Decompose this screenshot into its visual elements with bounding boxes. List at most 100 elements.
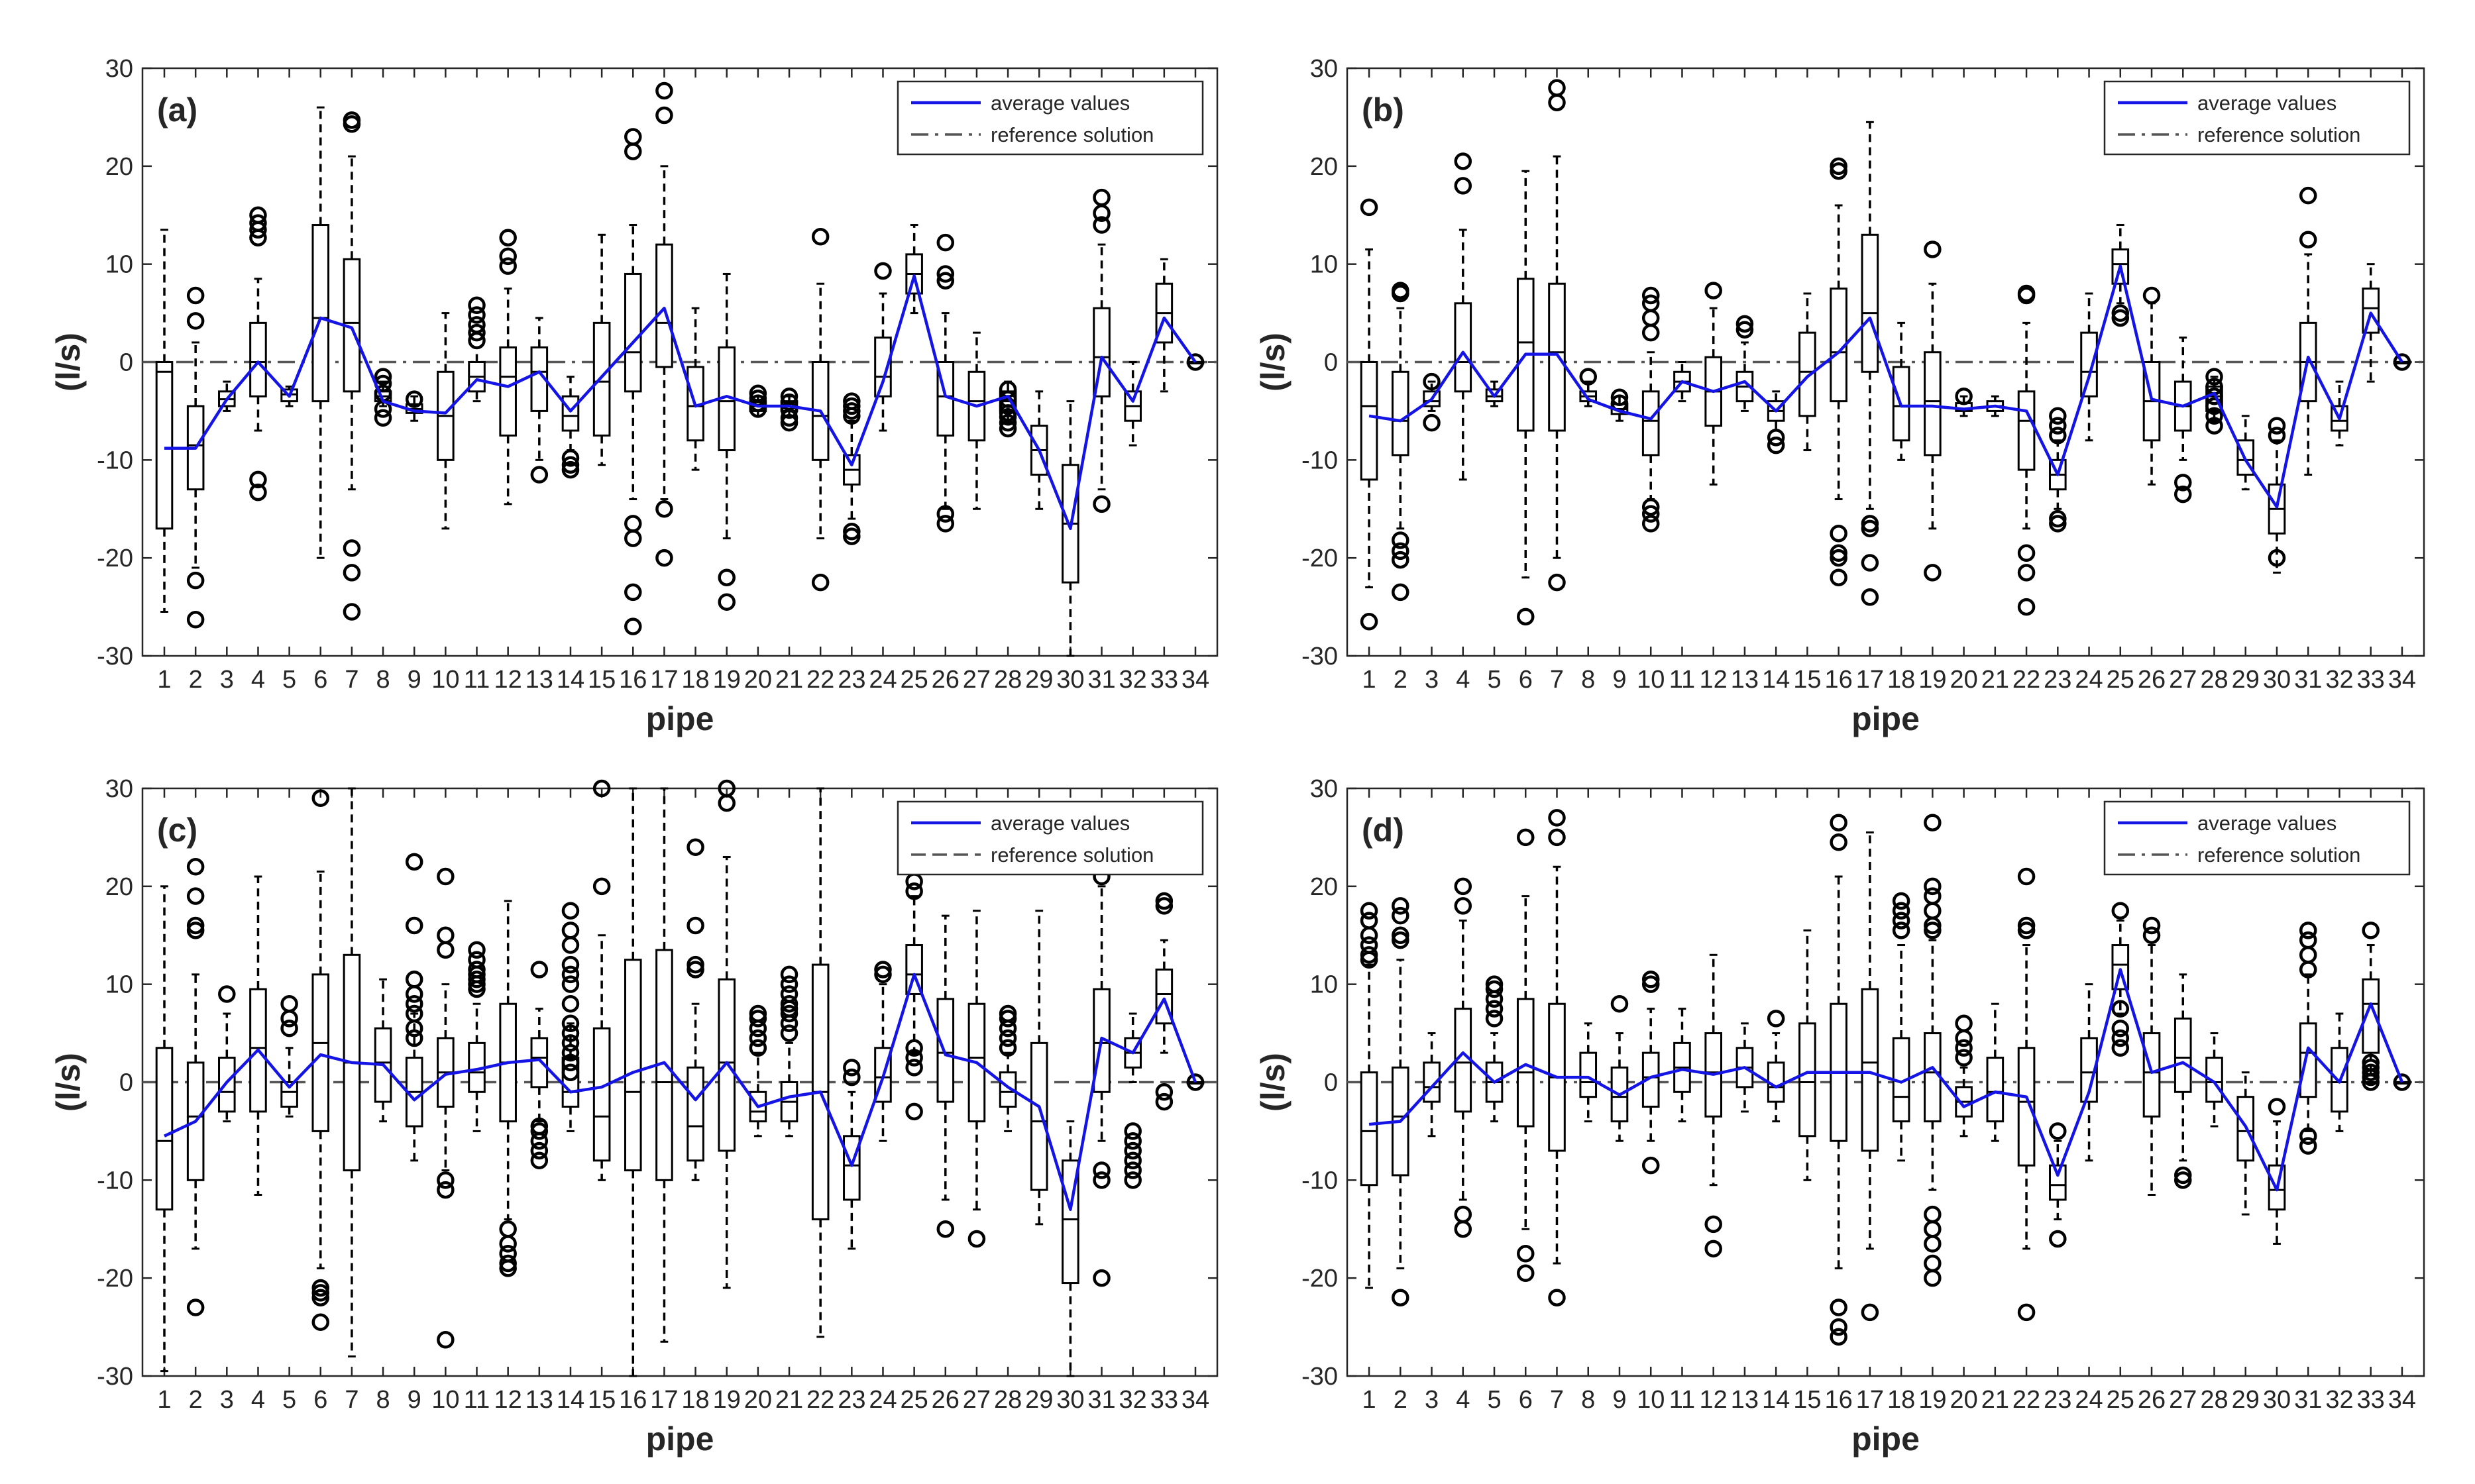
outlier-point (1454, 177, 1472, 195)
legend-entry: average values (2197, 91, 2337, 115)
x-tick-label: 33 (2357, 1386, 2385, 1414)
outlier-point (1641, 505, 1660, 523)
box (2205, 1057, 2223, 1103)
box-pipe-3 (1423, 1032, 1441, 1138)
x-tick-label: 31 (2294, 666, 2322, 694)
x-tick-label: 23 (838, 1386, 865, 1414)
outlier-point (530, 961, 549, 979)
x-tick-label: 20 (1950, 1386, 1977, 1414)
outlier-point (561, 975, 580, 993)
outlier-point (468, 961, 486, 979)
panel-label: (d) (1362, 812, 1404, 849)
box-pipe-9 (1610, 994, 1629, 1142)
x-tick-label: 28 (994, 666, 1022, 694)
legend-box (2103, 80, 2411, 156)
outlier-point (561, 1014, 580, 1033)
box-pipe-6 (1516, 828, 1535, 1283)
x-tick-label: 10 (431, 666, 459, 694)
outlier-point (2362, 1053, 2380, 1072)
x-tick-label: 14 (557, 1386, 584, 1414)
outlier-point (561, 1063, 580, 1081)
y-tick-label: -30 (97, 1363, 133, 1391)
x-tick-label: 1 (1362, 666, 1376, 694)
x-tick-label: 22 (806, 666, 834, 694)
outlier-point (655, 106, 673, 125)
box-pipe-26 (2142, 916, 2161, 1196)
average-values-line (1368, 264, 2403, 509)
outlier-point (1360, 198, 1378, 217)
x-tick-label: 33 (1150, 666, 1178, 694)
box (2362, 978, 2380, 1054)
x-tick-label: 20 (1950, 666, 1977, 694)
box-pipe-7 (1548, 79, 1566, 592)
x-tick-label: 28 (994, 1386, 1022, 1414)
x-tick-label: 28 (2200, 666, 2228, 694)
x-tick-label: 34 (2388, 666, 2416, 694)
box-pipe-4 (249, 206, 267, 502)
outlier-point (468, 323, 486, 342)
outlier-point (1924, 877, 1942, 896)
box-pipe-23 (843, 1059, 861, 1250)
outlier-point (468, 296, 486, 315)
box (936, 998, 955, 1103)
box-pipe-16 (624, 787, 642, 1377)
x-tick-label: 34 (1182, 666, 1209, 694)
outlier-point (718, 593, 736, 611)
box-pipe-17 (655, 787, 673, 1343)
outlier-point (1892, 922, 1910, 939)
outlier-point (1641, 286, 1660, 305)
outlier-point (186, 858, 205, 876)
outlier-point (437, 926, 455, 944)
y-tick-label: 0 (1324, 349, 1338, 377)
box-pipe-11 (468, 296, 486, 403)
outlier-point (186, 916, 205, 935)
y-tick-label: 0 (1324, 1069, 1338, 1097)
x-tick-label: 24 (869, 666, 897, 694)
outlier-point (2017, 544, 2036, 562)
x-tick-label: 23 (838, 666, 865, 694)
outlier-point (1392, 931, 1409, 949)
box (2080, 331, 2098, 398)
outlier-point (186, 571, 205, 590)
average-values-line (164, 973, 1197, 1211)
outlier-point (311, 1284, 330, 1302)
box (311, 973, 330, 1132)
outlier-point (780, 1004, 798, 1023)
x-tick-label: 17 (1856, 666, 1884, 694)
box-pipe-15 (1798, 292, 1816, 452)
outlier-point (1861, 515, 1879, 533)
outlier-point (499, 229, 517, 247)
outlier-point (280, 1019, 298, 1037)
outlier-point (1767, 429, 1785, 447)
box-pipe-10 (437, 867, 455, 1349)
outlier-point (1392, 282, 1409, 299)
outlier-point (936, 233, 955, 252)
outlier-point (2111, 1029, 2130, 1047)
outlier-point (2111, 1000, 2130, 1018)
x-tick-label: 8 (1581, 666, 1595, 694)
box (2017, 390, 2036, 471)
outlier-point (2174, 474, 2192, 492)
y-axis-label: (l/s) (50, 1053, 87, 1112)
outlier-point (405, 853, 423, 871)
x-tick-label: 33 (1150, 1386, 1178, 1414)
x-tick-label: 9 (1612, 1386, 1626, 1414)
outlier-point (780, 393, 798, 411)
outlier-point (280, 994, 298, 1013)
outlier-point (374, 409, 392, 427)
outlier-point (1892, 892, 1910, 910)
average-values-line (1368, 968, 2404, 1192)
y-tick-label: 20 (105, 873, 133, 901)
x-tick-label: 8 (1581, 1386, 1595, 1414)
x-axis-label: pipe (1851, 1420, 1920, 1458)
box (687, 1066, 704, 1162)
box-pipe-15 (592, 779, 611, 1181)
box-pipe-32 (1124, 361, 1142, 447)
box-pipe-24 (2080, 983, 2098, 1162)
x-tick-label: 30 (1056, 666, 1084, 694)
y-tick-label: 10 (1310, 971, 1338, 999)
outlier-point (1955, 1049, 1973, 1067)
box-pipe-22 (2017, 867, 2036, 1322)
outlier-point (468, 951, 486, 969)
